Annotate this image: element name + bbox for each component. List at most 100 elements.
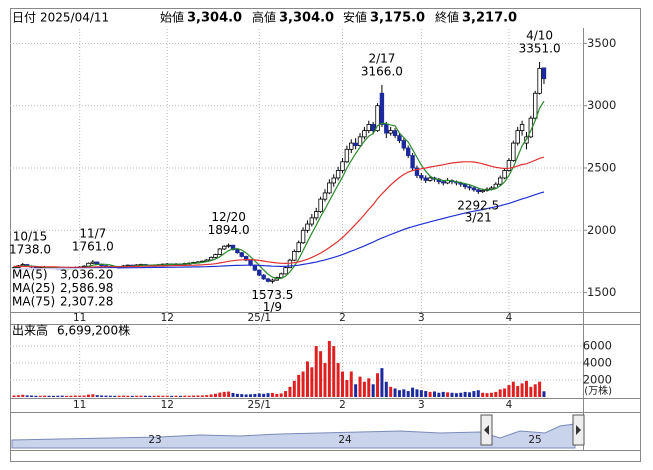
candle-body: [502, 170, 507, 179]
x-tick-label: 11: [73, 399, 86, 411]
volume-bar: [196, 395, 200, 397]
volume-tick-label: 2000: [583, 373, 612, 387]
volume-bar: [468, 392, 472, 397]
volume-bar: [284, 391, 288, 397]
volume-bar: [336, 363, 340, 397]
candle-body: [349, 142, 354, 150]
volume-bar: [257, 393, 261, 397]
candle-body: [401, 140, 407, 149]
candle-body: [362, 130, 367, 138]
annotation-date: 3/21: [465, 210, 492, 224]
candle-body: [511, 142, 516, 161]
volume-bar: [301, 371, 305, 397]
volume-bar: [472, 391, 476, 397]
ma-line: [14, 156, 545, 268]
candle-body: [235, 249, 240, 254]
date-value: 2025/04/11: [40, 11, 109, 25]
volume-bar: [376, 373, 380, 397]
volume-bar: [310, 367, 314, 397]
candle-body: [379, 92, 385, 125]
volume-bar: [78, 395, 82, 397]
scroll-arrow: [484, 425, 489, 435]
volume-bar: [82, 395, 86, 397]
x-tick-label: 2: [339, 312, 346, 324]
y-tick-label: 2000: [587, 223, 616, 237]
candle-body: [392, 130, 398, 137]
volume-bar: [402, 389, 406, 397]
field-label: 始値: [160, 10, 184, 25]
field-value: 3,175.0: [370, 11, 425, 26]
candle-body: [414, 167, 420, 176]
volume-bar: [406, 391, 410, 397]
annotation-value: 2292.5: [457, 198, 499, 212]
volume-bar: [148, 395, 152, 397]
candle-body: [335, 170, 341, 179]
volume-bar: [178, 395, 182, 397]
field-value: 3,304.0: [279, 11, 334, 26]
candle-body: [327, 182, 332, 194]
candle-body: [217, 248, 223, 255]
x-tick-label: 4: [506, 312, 513, 324]
volume-bar: [270, 392, 274, 397]
volume-bar: [16, 395, 20, 397]
x-tick-label: 3: [418, 312, 425, 324]
candle-body: [497, 177, 503, 185]
volume-bar: [345, 380, 349, 397]
candle-body: [265, 278, 271, 282]
volume-bar: [165, 395, 169, 397]
candle-body: [257, 269, 262, 276]
volume-bar: [209, 394, 213, 397]
volume-bar: [152, 395, 156, 397]
volume-bar: [354, 384, 358, 397]
annotation-value: 3351.0: [519, 42, 561, 56]
x-tick-label: 3: [418, 399, 425, 411]
ma-line: [13, 100, 545, 280]
legend-value: 2,307.28: [60, 295, 113, 309]
volume-bar: [314, 346, 318, 397]
volume-bar: [38, 395, 42, 397]
volume-bar: [73, 395, 77, 397]
volume-bar: [108, 395, 112, 397]
volume-bar: [292, 380, 296, 397]
x-tick-label: 4: [506, 399, 513, 411]
volume-bar: [170, 395, 174, 397]
volume-bar: [122, 395, 125, 397]
candle-body: [322, 192, 328, 200]
volume-bar: [476, 390, 480, 397]
volume-bar: [60, 395, 64, 397]
volume-bar: [262, 393, 266, 397]
candle-body: [309, 217, 315, 225]
volume-bar: [481, 392, 485, 397]
volume-bar: [305, 361, 309, 397]
x-tick-label: 11: [73, 312, 86, 324]
volume-bar: [249, 394, 253, 397]
candle-body: [270, 279, 275, 282]
volume-bar: [511, 381, 515, 397]
volume-bar: [135, 395, 139, 397]
y-tick-label: 3000: [587, 98, 616, 112]
candle-body: [519, 124, 525, 132]
volume-bar: [323, 363, 327, 397]
candle-body: [283, 267, 288, 275]
volume-bar: [126, 395, 130, 397]
candle-body: [353, 142, 358, 146]
volume-bar: [279, 393, 283, 397]
volume-bar: [507, 385, 511, 397]
legend-value: 2,586.98: [60, 281, 113, 295]
volume-bar: [393, 388, 397, 397]
annotation-date: 11/7: [79, 227, 106, 241]
navigator-label: 23: [148, 434, 161, 446]
volume-bar: [21, 394, 25, 397]
annotation-value: 1738.0: [9, 242, 51, 256]
volume-bar: [494, 391, 498, 397]
candle-body: [405, 147, 411, 156]
volume-bar: [441, 391, 445, 397]
candle-body: [397, 135, 402, 142]
volume-bar: [235, 393, 239, 397]
candle-body: [506, 160, 512, 171]
legend-name: MA(75): [12, 295, 55, 309]
legend-value: 3,036.20: [60, 268, 113, 282]
volume-bar: [533, 384, 537, 397]
annotation-value: 1761.0: [72, 240, 114, 254]
